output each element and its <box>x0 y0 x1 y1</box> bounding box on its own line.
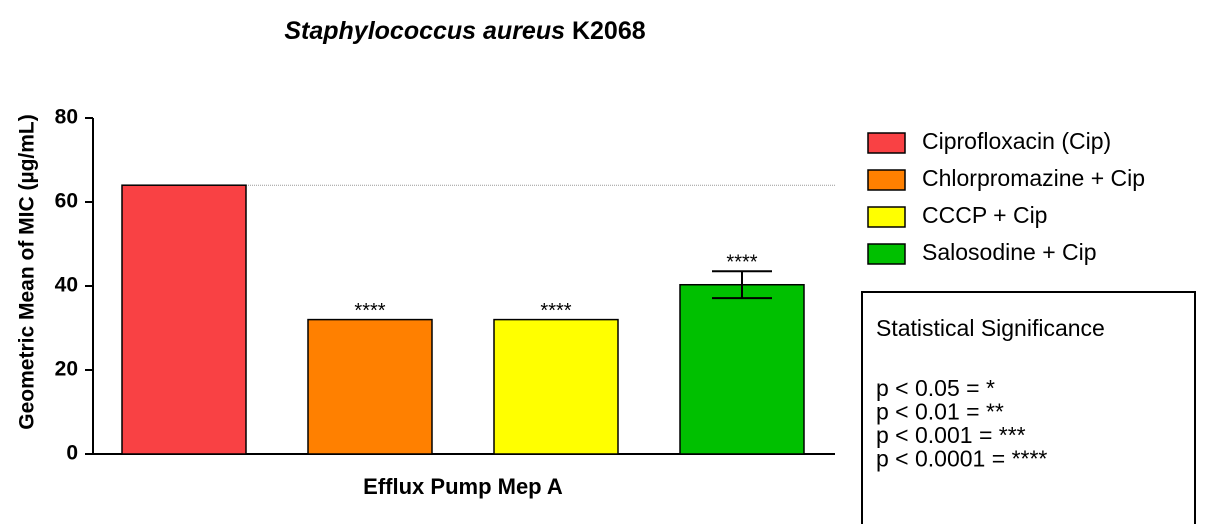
significance-line: p < 0.01 = ** <box>876 399 1004 425</box>
chart-title: Staphylococcus aureus K2068 <box>284 17 645 45</box>
significance-box <box>861 291 1196 524</box>
legend-swatch <box>867 169 906 191</box>
y-tick-label: 20 <box>55 358 78 381</box>
legend-label: CCCP + Cip <box>922 202 1047 228</box>
bar <box>679 283 805 455</box>
significance-marker: **** <box>726 252 757 274</box>
significance-marker: **** <box>540 300 571 322</box>
y-tick-label: 0 <box>66 442 78 465</box>
significance-line: p < 0.001 = *** <box>876 422 1026 448</box>
legend-label: Chlorpromazine + Cip <box>922 165 1145 191</box>
y-tick-label: 80 <box>55 106 78 129</box>
legend-label: Ciprofloxacin (Cip) <box>922 128 1111 154</box>
y-axis-label: Geometric Mean of MIC (µg/mL) <box>16 114 39 429</box>
y-tick-label: 40 <box>55 274 78 297</box>
significance-marker: **** <box>354 300 385 322</box>
title-species: Staphylococcus aureus <box>284 17 565 45</box>
bar <box>493 318 619 455</box>
x-axis-label: Efflux Pump Mep A <box>363 474 563 499</box>
bar <box>307 318 433 455</box>
legend-label: Salosodine + Cip <box>922 239 1097 265</box>
legend-swatch <box>867 132 906 154</box>
y-tick-label: 60 <box>55 190 78 213</box>
legend-swatch <box>867 243 906 265</box>
significance-title: Statistical Significance <box>876 315 1105 341</box>
legend-swatch <box>867 206 906 228</box>
significance-line: p < 0.0001 = **** <box>876 446 1047 472</box>
title-strain: K2068 <box>572 17 646 45</box>
bar <box>121 184 247 455</box>
significance-line: p < 0.05 = * <box>876 375 995 401</box>
